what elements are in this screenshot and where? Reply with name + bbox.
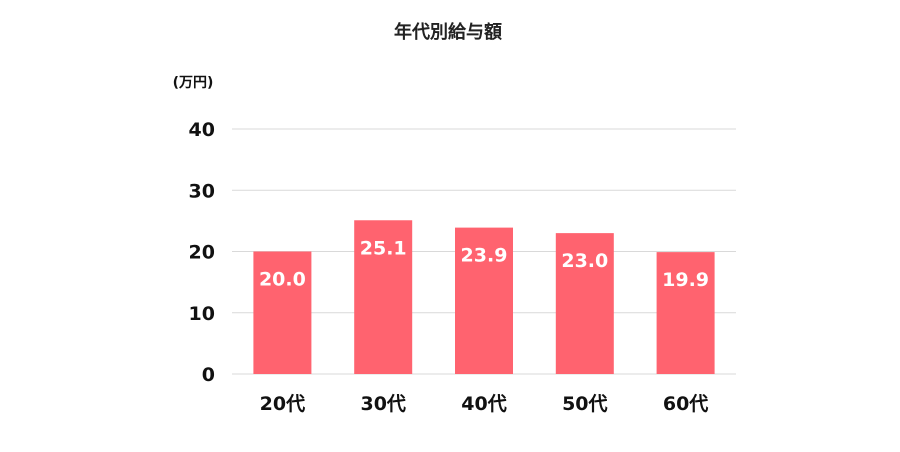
bar — [354, 220, 413, 374]
x-axis-ticks: 20代 30代 40代 50代 60代 — [260, 393, 709, 415]
bars — [253, 220, 715, 374]
y-axis-unit-label: (万円) — [173, 75, 214, 91]
bar — [253, 251, 312, 374]
y-tick-label: 10 — [189, 303, 215, 325]
y-tick-label: 30 — [189, 180, 215, 202]
x-tick-label: 20代 — [260, 393, 305, 415]
bar — [555, 233, 614, 374]
data-label: 25.1 — [360, 237, 407, 259]
data-label: 19.9 — [662, 269, 709, 291]
y-tick-label: 40 — [189, 119, 215, 141]
x-tick-label: 30代 — [360, 393, 405, 415]
bar — [455, 227, 513, 374]
bar — [656, 252, 715, 374]
data-label: 23.0 — [561, 250, 608, 272]
data-label: 23.9 — [461, 245, 508, 267]
x-tick-label: 40代 — [461, 393, 506, 415]
x-tick-label: 50代 — [562, 393, 607, 415]
y-axis-ticks: 0 10 20 30 40 — [189, 119, 215, 386]
chart-title: 年代別給与額 — [394, 21, 502, 43]
data-label: 20.0 — [259, 269, 306, 291]
y-tick-label: 20 — [189, 242, 215, 264]
y-tick-label: 0 — [202, 364, 215, 386]
x-tick-label: 60代 — [663, 393, 708, 415]
data-labels: 20.0 25.1 23.9 23.0 19.9 — [259, 237, 709, 291]
